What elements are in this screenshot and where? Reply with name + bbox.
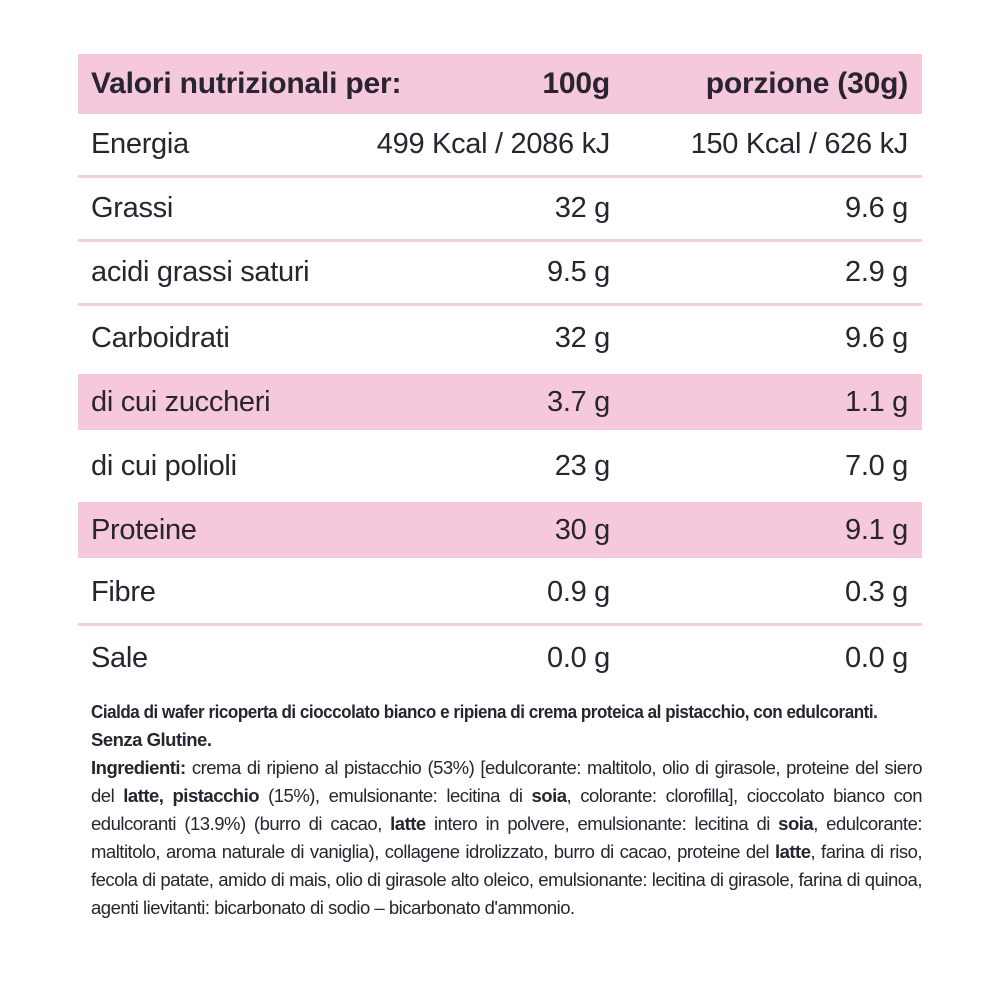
nutrition-table: Valori nutrizionali per: 100g porzione (… bbox=[78, 54, 922, 690]
row-value-portion: 0.0 g bbox=[845, 641, 908, 674]
row-label: Sale bbox=[91, 641, 148, 674]
row-label: di cui zuccheri bbox=[91, 385, 271, 418]
row-label: Proteine bbox=[91, 513, 197, 546]
row-label: Fibre bbox=[91, 576, 156, 608]
table-header-row: Valori nutrizionali per: 100g porzione (… bbox=[78, 54, 922, 114]
row-label: Energia bbox=[91, 128, 189, 160]
table-row-di-cui-polioli: di cui polioli 23 g 7.0 g bbox=[78, 434, 922, 498]
row-value-portion: 150 Kcal / 626 kJ bbox=[690, 128, 909, 160]
row-label: Grassi bbox=[91, 192, 173, 224]
gluten-free-note: Senza Glutine. bbox=[91, 729, 212, 750]
row-value-100g: 30 g bbox=[554, 513, 611, 546]
ingredients-paragraph: Ingredienti: crema di ripieno al pistacc… bbox=[91, 757, 923, 918]
header-col-100g: 100g bbox=[542, 67, 610, 100]
table-row-di-cui-zuccheri: di cui zuccheri 3.7 g 1.1 g bbox=[78, 370, 922, 434]
table-row-grassi: Grassi 32 g 9.6 g bbox=[78, 178, 922, 242]
row-value-100g: 32 g bbox=[554, 321, 611, 354]
label-footer: Cialda di wafer ricoperta di cioccolato … bbox=[78, 698, 923, 922]
row-value-portion: 9.6 g bbox=[845, 321, 908, 354]
table-row-fibre: Fibre 0.9 g 0.3 g bbox=[78, 562, 922, 626]
nutrition-label: Valori nutrizionali per: 100g porzione (… bbox=[78, 0, 923, 922]
header-col-portion: porzione (30g) bbox=[705, 67, 908, 100]
row-value-portion: 0.3 g bbox=[845, 576, 908, 608]
table-row-proteine: Proteine 30 g 9.1 g bbox=[78, 498, 922, 562]
table-row-acidi-grassi-saturi: acidi grassi saturi 9.5 g 2.9 g bbox=[78, 242, 922, 306]
row-label: Carboidrati bbox=[91, 321, 230, 354]
table-row-carboidrati: Carboidrati 32 g 9.6 g bbox=[78, 306, 922, 370]
row-value-100g: 9.5 g bbox=[547, 256, 610, 288]
table-row-sale: Sale 0.0 g 0.0 g bbox=[78, 626, 922, 690]
row-value-100g: 3.7 g bbox=[547, 385, 610, 418]
table-row-energia: Energia 499 Kcal / 2086 kJ 150 Kcal / 62… bbox=[78, 114, 922, 178]
row-value-100g: 499 Kcal / 2086 kJ bbox=[376, 128, 611, 160]
row-value-100g: 0.9 g bbox=[547, 576, 610, 608]
row-value-100g: 23 g bbox=[554, 449, 611, 482]
row-value-portion: 7.0 g bbox=[845, 449, 908, 482]
row-value-portion: 9.1 g bbox=[845, 513, 908, 546]
header-label: Valori nutrizionali per: bbox=[91, 67, 402, 100]
row-value-portion: 9.6 g bbox=[845, 192, 908, 224]
row-label: di cui polioli bbox=[91, 449, 237, 482]
row-value-100g: 32 g bbox=[554, 192, 611, 224]
row-value-portion: 1.1 g bbox=[845, 385, 908, 418]
product-description: Cialda di wafer ricoperta di cioccolato … bbox=[91, 701, 878, 722]
row-value-100g: 0.0 g bbox=[547, 641, 610, 674]
row-value-portion: 2.9 g bbox=[845, 256, 908, 288]
row-label: acidi grassi saturi bbox=[91, 256, 310, 288]
